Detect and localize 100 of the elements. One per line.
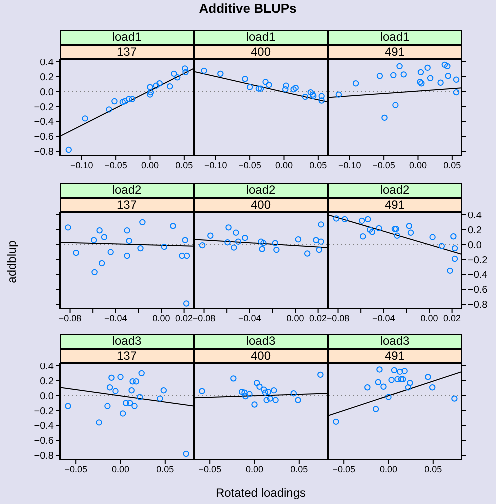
point bbox=[265, 389, 272, 396]
x-tick-label: −0.05 bbox=[332, 464, 356, 474]
point bbox=[256, 384, 263, 390]
point bbox=[382, 114, 388, 122]
x-tick-label: −0.04 bbox=[372, 313, 396, 324]
point bbox=[386, 394, 392, 400]
point bbox=[140, 219, 146, 226]
y-tick-label: −0.2 bbox=[468, 255, 488, 266]
point bbox=[452, 396, 458, 402]
point bbox=[407, 380, 414, 386]
x-tick-label: 0.00 bbox=[420, 313, 438, 324]
point bbox=[380, 384, 387, 390]
x-tick-label: −0.10 bbox=[70, 160, 94, 170]
point bbox=[274, 246, 280, 254]
point bbox=[184, 252, 190, 260]
point bbox=[92, 269, 98, 276]
point bbox=[127, 400, 134, 406]
point bbox=[308, 89, 314, 96]
point bbox=[126, 96, 132, 102]
point bbox=[124, 228, 130, 234]
point bbox=[106, 106, 112, 113]
y-tick-label: 0.2 bbox=[40, 72, 54, 84]
point bbox=[182, 66, 188, 72]
point bbox=[171, 70, 178, 78]
point bbox=[137, 394, 144, 400]
y-tick-label: −0.8 bbox=[34, 451, 54, 462]
point bbox=[388, 377, 395, 384]
point bbox=[272, 397, 279, 404]
point bbox=[174, 74, 181, 81]
y-tick-label: −0.4 bbox=[34, 117, 54, 128]
point bbox=[418, 69, 424, 76]
point bbox=[65, 403, 72, 410]
point bbox=[124, 252, 130, 260]
point bbox=[262, 390, 269, 396]
chart-title: load3 bbox=[194, 334, 328, 348]
point bbox=[120, 99, 126, 106]
point bbox=[318, 238, 324, 245]
point bbox=[318, 93, 325, 100]
point bbox=[96, 420, 102, 426]
x-tick-label: 0.05 bbox=[444, 160, 462, 170]
point bbox=[267, 396, 274, 402]
point bbox=[376, 366, 383, 373]
point bbox=[170, 223, 176, 230]
point bbox=[182, 237, 188, 244]
point bbox=[256, 86, 262, 92]
point bbox=[133, 378, 140, 385]
y-axis-title: addblup bbox=[5, 240, 19, 284]
point bbox=[318, 372, 324, 378]
point bbox=[199, 388, 206, 394]
point bbox=[132, 403, 138, 410]
point bbox=[161, 244, 168, 250]
point bbox=[450, 234, 457, 240]
point bbox=[316, 246, 322, 254]
point bbox=[359, 218, 366, 224]
point bbox=[292, 85, 299, 92]
point bbox=[242, 76, 248, 82]
chart-title: load2 bbox=[328, 183, 462, 198]
point bbox=[246, 84, 254, 90]
point bbox=[261, 386, 268, 393]
point bbox=[183, 300, 190, 307]
point bbox=[295, 236, 302, 243]
x-tick-label: 0.05 bbox=[310, 160, 328, 170]
point bbox=[260, 240, 267, 246]
x-tick-label: −0.08 bbox=[58, 313, 82, 324]
point bbox=[226, 224, 232, 231]
point bbox=[246, 391, 253, 398]
point bbox=[342, 216, 348, 223]
point bbox=[208, 232, 214, 239]
point bbox=[98, 260, 106, 267]
point bbox=[283, 82, 290, 89]
point bbox=[398, 376, 405, 383]
y-tick-label: −0.8 bbox=[468, 300, 488, 312]
point bbox=[82, 116, 88, 122]
point bbox=[108, 374, 115, 382]
point bbox=[272, 240, 279, 246]
chart-subtitle: 137 bbox=[60, 198, 194, 212]
point bbox=[242, 390, 248, 396]
x-tick-label: −0.05 bbox=[198, 464, 222, 474]
point bbox=[266, 82, 272, 88]
point bbox=[166, 84, 174, 90]
point bbox=[230, 376, 237, 382]
x-tick-label: 0.05 bbox=[156, 464, 174, 474]
point bbox=[258, 86, 264, 92]
point bbox=[252, 402, 258, 408]
x-tick-label: 0.00 bbox=[409, 160, 428, 170]
chart-title: load3 bbox=[328, 334, 462, 348]
point bbox=[271, 388, 278, 394]
chart-title: load2 bbox=[194, 183, 328, 198]
point bbox=[452, 256, 458, 262]
x-tick-label: 0.05 bbox=[290, 464, 308, 474]
chart-title: load1 bbox=[60, 30, 194, 44]
chart-subtitle: 491 bbox=[328, 44, 462, 59]
point bbox=[65, 224, 72, 231]
y-tick-label: −0.2 bbox=[34, 406, 54, 418]
x-tick-label: −0.05 bbox=[238, 160, 262, 170]
point bbox=[147, 92, 154, 98]
point bbox=[391, 367, 398, 374]
point bbox=[123, 400, 130, 406]
point bbox=[366, 226, 374, 234]
point bbox=[104, 403, 111, 410]
